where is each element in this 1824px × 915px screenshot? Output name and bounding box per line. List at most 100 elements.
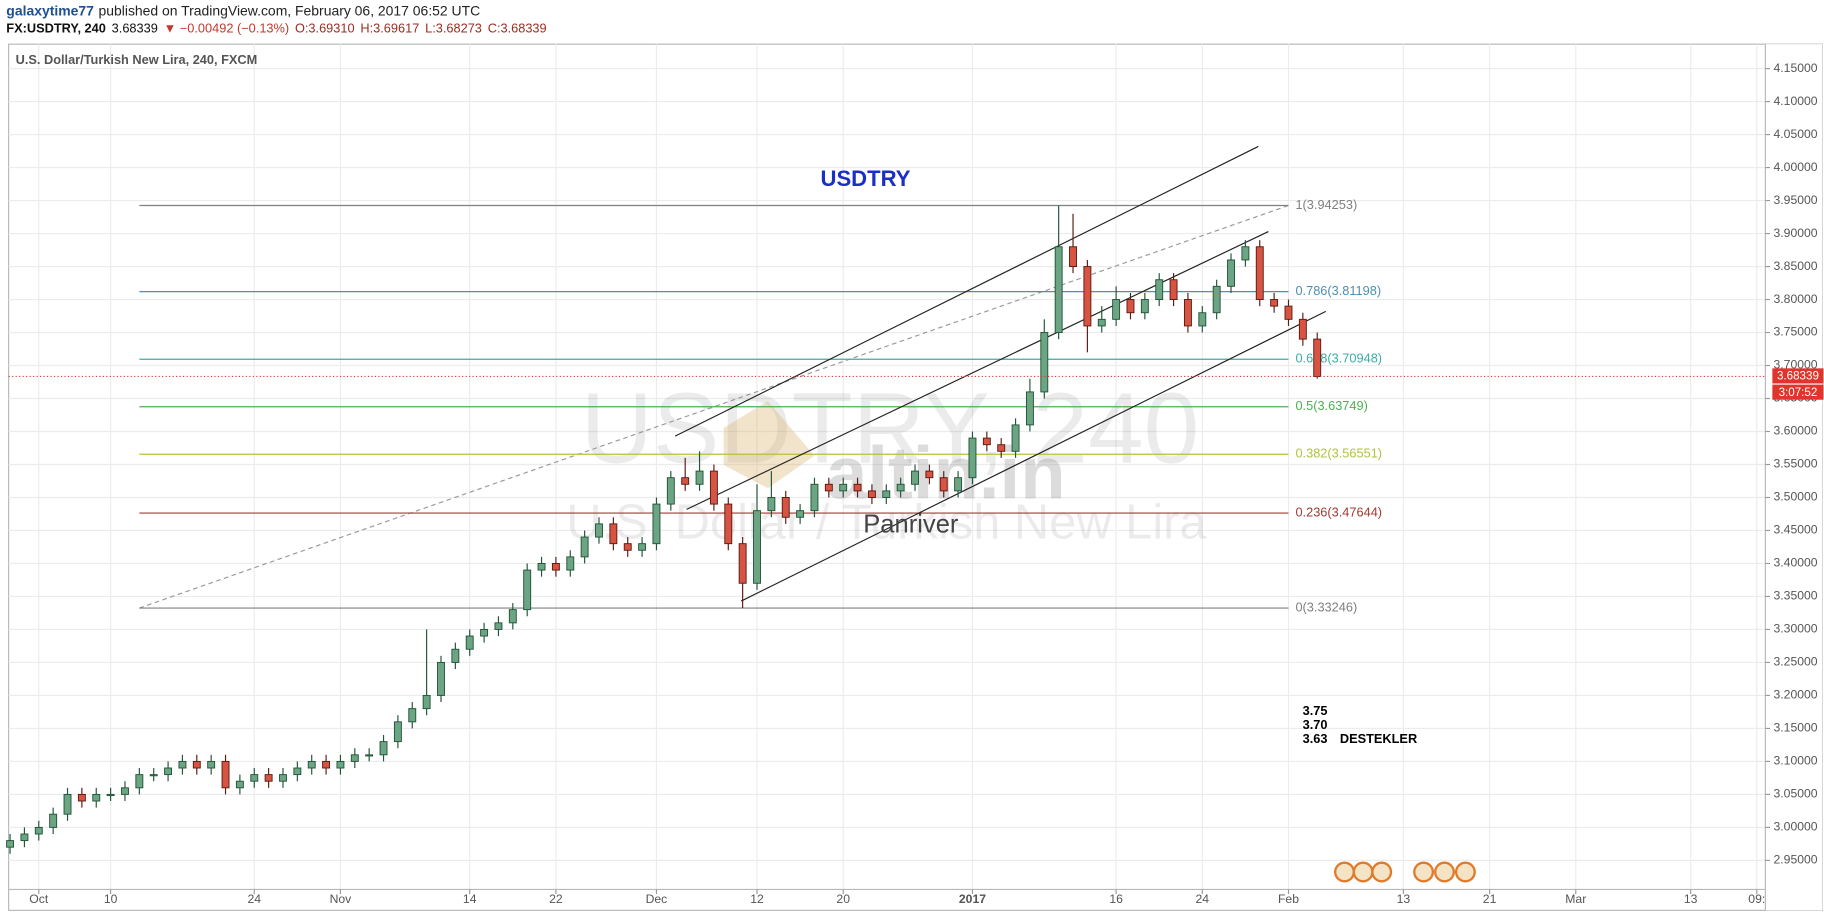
candle-body xyxy=(681,477,690,485)
y-tick-label: 3.55000 xyxy=(1774,457,1818,471)
candle-body xyxy=(1069,246,1077,268)
candle xyxy=(135,768,144,795)
candle-body xyxy=(882,490,891,498)
fib-label: 0.5(3.63749) xyxy=(1295,398,1367,413)
candle xyxy=(235,774,244,795)
last-price-label: 3.68339 xyxy=(1777,370,1819,383)
watermark-brand: altin.in xyxy=(826,432,1066,515)
trend-line xyxy=(740,310,1327,602)
countdown-tag xyxy=(1772,384,1824,400)
y-tick-label: 4.05000 xyxy=(1774,127,1818,141)
candle-body xyxy=(824,483,833,492)
candle xyxy=(1298,312,1307,346)
y-tick-label: 3.70000 xyxy=(1774,358,1818,372)
quote-part: FX:USDTRY, 240 xyxy=(6,20,106,35)
y-tick-label: 3.25000 xyxy=(1774,655,1818,669)
y-tick-label: 3.95000 xyxy=(1774,193,1818,207)
candle-body xyxy=(408,708,417,723)
y-tick-label: 4.00000 xyxy=(1774,160,1818,174)
candle xyxy=(638,537,647,557)
candle-body xyxy=(954,477,963,492)
support-level: 3.75 xyxy=(1303,703,1328,718)
candle xyxy=(595,517,603,544)
candle xyxy=(1011,418,1020,458)
event-icon xyxy=(1413,861,1435,883)
candle xyxy=(666,471,675,511)
candle-body xyxy=(135,774,144,789)
candle xyxy=(250,768,259,788)
candle xyxy=(551,556,560,577)
candle-body xyxy=(753,510,761,584)
y-tick-label: 3.60000 xyxy=(1774,424,1818,438)
candle xyxy=(164,761,173,782)
fib-label: 0.236(3.47644) xyxy=(1295,504,1382,519)
fib-label: 0(3.33246) xyxy=(1295,599,1357,614)
candle-body xyxy=(264,774,273,782)
axes: 4.15000 4.10000 4.05000 4.00000 3.95000 3.900… xyxy=(29,61,1824,906)
candle xyxy=(882,484,891,505)
candle-body xyxy=(1183,299,1192,327)
candle-body xyxy=(1025,391,1034,426)
candle xyxy=(1112,286,1121,326)
x-tick-label: 14 xyxy=(463,892,477,906)
candle xyxy=(911,464,919,491)
candle xyxy=(1054,205,1063,340)
candle xyxy=(954,471,963,498)
x-tick-label: Feb xyxy=(1278,892,1299,906)
candle xyxy=(810,477,819,518)
candle-body xyxy=(738,543,747,584)
candle-body xyxy=(523,569,532,611)
watermark-logo xyxy=(723,401,815,489)
candle-body xyxy=(638,543,647,551)
candle xyxy=(322,754,331,775)
candle-body xyxy=(666,477,675,505)
x-tick-label: 13 xyxy=(1684,892,1698,906)
candle-body xyxy=(494,622,503,630)
candle-body xyxy=(293,767,302,776)
candle xyxy=(1241,240,1250,267)
candle xyxy=(896,477,905,498)
watermark-symbol: USDTRY, 240 xyxy=(581,372,1200,484)
candle-body xyxy=(178,760,187,769)
candle-body xyxy=(92,793,101,802)
candle xyxy=(1183,292,1192,333)
candle xyxy=(709,464,718,511)
fib-label: 1(3.94253) xyxy=(1295,197,1357,212)
candle-body xyxy=(1140,299,1149,314)
candle-body xyxy=(566,556,575,571)
candle-body xyxy=(279,774,287,782)
support-label: DESTEKLER xyxy=(1340,731,1417,746)
candle-body xyxy=(451,648,460,663)
x-tick-label: Oct xyxy=(29,892,49,906)
x-tick-label: 2017 xyxy=(959,892,986,906)
candle-body xyxy=(508,609,517,624)
candle xyxy=(279,768,287,788)
candle xyxy=(1212,279,1221,320)
candle xyxy=(867,484,876,505)
candle xyxy=(221,754,230,795)
candle xyxy=(1126,292,1135,320)
candle xyxy=(652,497,661,551)
candle xyxy=(767,471,776,518)
candle-body xyxy=(911,470,919,485)
plot: 1(3.94253) 0.786(3.81198) 0.618(3.70948) 0.… xyxy=(6,145,1766,854)
candle-body xyxy=(1040,332,1049,393)
candle-body xyxy=(1313,338,1322,377)
candle-body xyxy=(1198,312,1207,327)
quote-part: L:3.68273 xyxy=(425,20,482,35)
candle-body xyxy=(34,826,43,835)
quote-part: O:3.69310 xyxy=(295,20,355,35)
candle-body xyxy=(623,543,632,551)
candle-body xyxy=(982,437,991,446)
event-icon xyxy=(1434,861,1455,883)
candle-body xyxy=(1169,279,1178,300)
quote-part: 3.68339 xyxy=(112,20,158,35)
candle-body xyxy=(77,793,86,802)
candle xyxy=(408,702,417,729)
trend-line xyxy=(674,145,1259,437)
candle-body xyxy=(867,490,876,498)
quote-part: ▼ −0.00492 (−0.13%) xyxy=(164,20,289,35)
candle xyxy=(49,807,58,834)
candle-body xyxy=(1227,259,1235,287)
candle-body xyxy=(465,635,474,650)
